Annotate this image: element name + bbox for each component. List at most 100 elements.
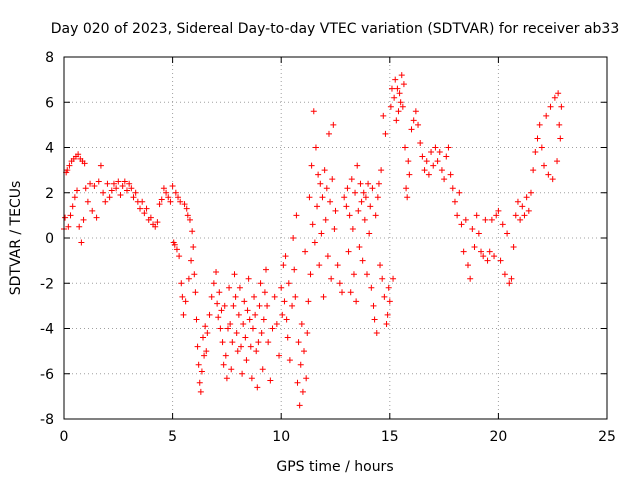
- data-point: [169, 182, 176, 189]
- data-point: [309, 221, 316, 228]
- data-point: [352, 189, 359, 196]
- data-point: [245, 275, 252, 282]
- data-point: [367, 203, 374, 210]
- data-point: [373, 330, 380, 337]
- x-tick-label: 20: [489, 429, 507, 445]
- data-point: [317, 180, 324, 187]
- data-point: [556, 121, 563, 128]
- data-point: [310, 108, 317, 115]
- data-point: [132, 189, 139, 196]
- data-point: [160, 185, 167, 192]
- data-point: [292, 293, 299, 300]
- data-point: [119, 182, 126, 189]
- data-point: [400, 81, 407, 88]
- data-point: [303, 375, 310, 382]
- data-point: [296, 402, 303, 409]
- data-point: [143, 205, 150, 212]
- data-point: [230, 302, 237, 309]
- data-point: [173, 246, 180, 253]
- data-point: [177, 198, 184, 205]
- data-point: [254, 384, 261, 391]
- data-point: [445, 144, 452, 151]
- data-point: [514, 198, 521, 205]
- data-point: [179, 293, 186, 300]
- data-point: [332, 207, 339, 214]
- data-point: [365, 180, 372, 187]
- data-point: [402, 144, 409, 151]
- data-point: [285, 280, 292, 287]
- data-point: [381, 293, 388, 300]
- data-point: [417, 139, 424, 146]
- data-point: [384, 311, 391, 318]
- data-point: [415, 121, 422, 128]
- data-point: [175, 194, 182, 201]
- data-point: [231, 271, 238, 278]
- data-point: [475, 230, 482, 237]
- data-point: [348, 176, 355, 183]
- data-point: [467, 275, 474, 282]
- data-point: [242, 334, 249, 341]
- data-point: [499, 221, 506, 228]
- data-point: [154, 219, 161, 226]
- data-point: [334, 262, 341, 269]
- data-point: [538, 144, 545, 151]
- data-point: [215, 314, 222, 321]
- data-point: [126, 180, 133, 187]
- data-point: [366, 230, 373, 237]
- data-point: [232, 293, 239, 300]
- data-point: [510, 244, 517, 251]
- data-point: [75, 151, 82, 158]
- data-point: [178, 280, 185, 287]
- data-point: [460, 248, 467, 255]
- data-point: [517, 216, 524, 223]
- data-point: [240, 320, 247, 327]
- data-point: [382, 130, 389, 137]
- data-point: [436, 149, 443, 156]
- data-point: [353, 298, 360, 305]
- data-point: [471, 244, 478, 251]
- data-point: [255, 339, 262, 346]
- data-point: [551, 94, 558, 101]
- data-point: [302, 248, 309, 255]
- data-point: [399, 103, 406, 110]
- data-point: [406, 171, 413, 178]
- data-point: [66, 162, 73, 169]
- data-point: [262, 266, 269, 273]
- data-point: [78, 239, 85, 246]
- data-point: [451, 198, 458, 205]
- data-point: [186, 216, 193, 223]
- data-point: [74, 187, 81, 194]
- data-point: [190, 244, 197, 251]
- data-point: [536, 121, 543, 128]
- data-point: [405, 158, 412, 165]
- data-point: [311, 239, 318, 246]
- data-point: [421, 167, 428, 174]
- data-point: [176, 253, 183, 260]
- data-point: [189, 228, 196, 235]
- data-point: [163, 189, 170, 196]
- data-point: [464, 262, 471, 269]
- data-point: [284, 334, 291, 341]
- data-point: [248, 375, 255, 382]
- data-point: [64, 167, 71, 174]
- data-point: [361, 216, 368, 223]
- data-point: [547, 103, 554, 110]
- data-point: [430, 162, 437, 169]
- data-point: [291, 266, 298, 273]
- data-point: [128, 185, 135, 192]
- data-point: [217, 325, 224, 332]
- data-point: [347, 289, 354, 296]
- data-point: [428, 149, 435, 156]
- data-point: [493, 212, 500, 219]
- data-point: [260, 316, 267, 323]
- data-point: [261, 289, 268, 296]
- data-point: [241, 298, 248, 305]
- y-tick-label: 4: [45, 141, 54, 157]
- data-point: [220, 361, 227, 368]
- data-point: [71, 194, 78, 201]
- data-point: [181, 201, 188, 208]
- data-point: [203, 348, 210, 355]
- data-point: [355, 207, 362, 214]
- data-point: [198, 368, 205, 375]
- data-point: [188, 257, 195, 264]
